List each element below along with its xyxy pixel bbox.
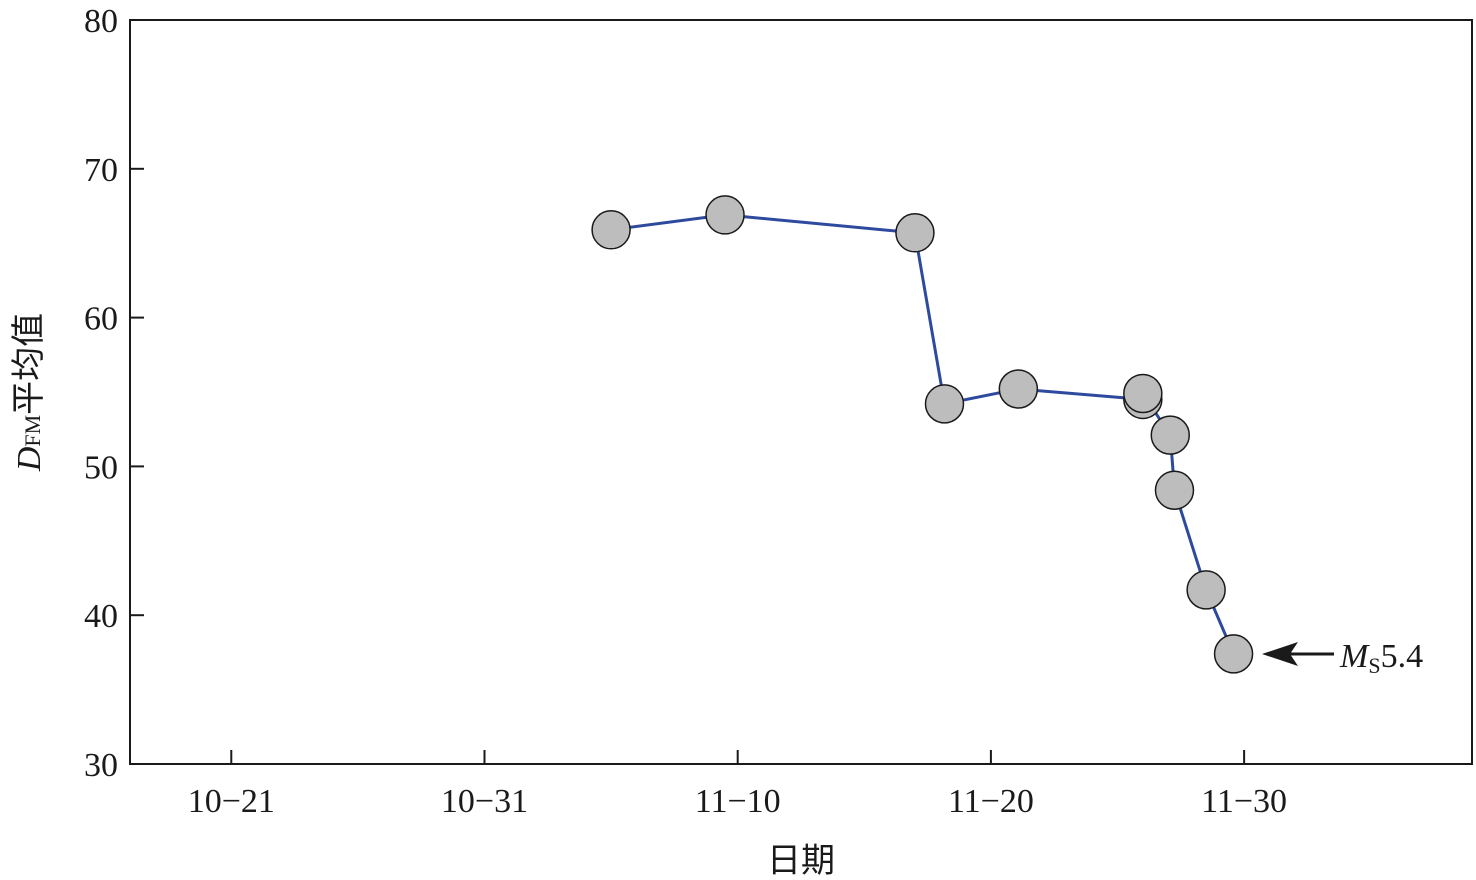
data-point bbox=[1186, 570, 1226, 610]
y-tick-label: 50 bbox=[84, 449, 118, 486]
data-point bbox=[1123, 373, 1163, 414]
y-tick-label: 60 bbox=[84, 301, 118, 338]
plot-frame bbox=[129, 19, 1473, 765]
data-point bbox=[1213, 634, 1254, 674]
x-tick-label: 11−10 bbox=[695, 783, 781, 820]
annotation-arrow-head bbox=[1262, 642, 1298, 666]
x-tick-label: 11−20 bbox=[948, 783, 1034, 820]
annotation-text: MS5.4 bbox=[1339, 638, 1423, 678]
y-tick-label: 70 bbox=[84, 152, 118, 189]
series-group bbox=[591, 195, 1254, 674]
data-point bbox=[895, 213, 935, 253]
x-tick-label: 10−31 bbox=[441, 783, 528, 820]
y-axis: 30 40 50 60 70 80 bbox=[84, 3, 144, 784]
y-axis-title: DFM平均值 bbox=[10, 313, 48, 472]
x-tick-label: 11−30 bbox=[1201, 783, 1287, 820]
x-axis: 10−21 10−31 11−10 11−20 11−30 bbox=[188, 750, 1287, 820]
x-tick-label: 10−21 bbox=[188, 783, 275, 820]
data-point bbox=[705, 195, 745, 235]
x-axis-title: 日期 bbox=[767, 843, 835, 880]
data-point bbox=[591, 210, 631, 250]
data-point bbox=[1150, 415, 1191, 455]
y-tick-label: 40 bbox=[84, 598, 118, 635]
data-point bbox=[998, 369, 1039, 409]
series-line bbox=[610, 213, 1235, 655]
y-tick-label: 30 bbox=[84, 747, 118, 784]
y-tick-label: 80 bbox=[84, 3, 118, 40]
annotation: MS5.4 bbox=[1262, 638, 1423, 678]
data-point bbox=[1154, 470, 1195, 510]
data-point bbox=[924, 384, 965, 424]
